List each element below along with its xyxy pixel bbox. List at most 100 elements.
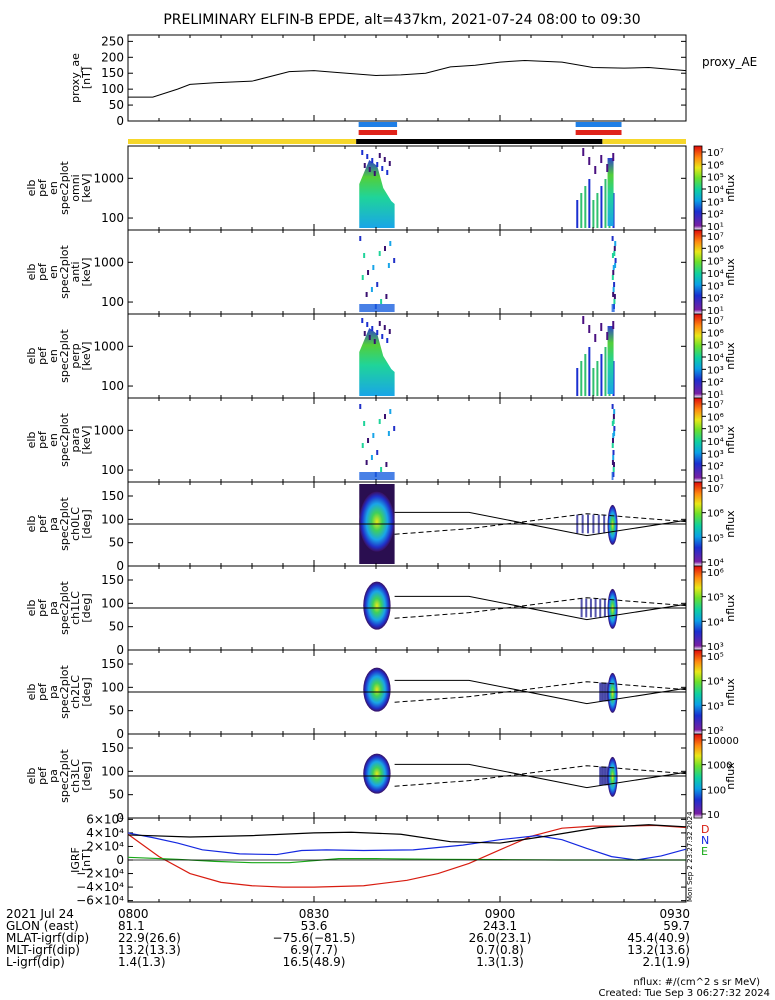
colorbar-label-anti: 10⁴	[707, 269, 724, 280]
spectrogram-pixel	[363, 163, 366, 168]
spectrogram-pixel	[596, 361, 599, 396]
panel-frame-anti	[127, 229, 687, 315]
spectrogram-pixel	[576, 368, 579, 396]
colorbar-label-ch2LC: 10⁴	[707, 677, 724, 688]
loss-cone-line	[394, 595, 687, 621]
anti-loss-cone-line	[394, 681, 687, 703]
spectrogram-pixel	[604, 179, 607, 228]
colorbar-title-perp: nflux	[724, 342, 737, 370]
proxy-ae-line	[128, 59, 687, 98]
spectrogram-burst	[611, 472, 614, 480]
ylabel-ch1LC: [deg]	[80, 593, 93, 622]
spectrogram-pixel	[393, 426, 396, 431]
ytick-label-ch0LC: 0	[116, 559, 124, 573]
axis-tick-value: 13.2(13.3)	[118, 943, 181, 957]
orbit-bar-gold	[128, 139, 357, 144]
spectrogram-pixel	[383, 325, 386, 330]
orbit-bar-black	[356, 139, 603, 144]
spectrogram-pixel	[372, 433, 375, 438]
ytick-label-ch0LC: 150	[101, 489, 124, 503]
spectrogram-pixel	[367, 270, 370, 275]
colorbar-label-omni: 10³	[707, 197, 724, 208]
spectrogram-pixel	[367, 438, 370, 443]
spectrogram-pixel	[368, 167, 371, 172]
spectrogram-pixel	[368, 335, 371, 340]
ylabel-anti: [keV]	[80, 258, 93, 287]
pa-burst	[359, 491, 395, 552]
axis-tick-time: 0800	[118, 907, 149, 921]
ytick-label-ch2LC: 150	[101, 657, 124, 671]
ylabel-proxy_ae: [nT]	[80, 67, 93, 89]
ylabel-proxy_ae: proxy_ae	[69, 53, 82, 103]
axis-tick-value: 243.1	[483, 919, 517, 933]
ytick-label-igrf: 4×10⁴	[86, 826, 124, 840]
colorbar-title-para: nflux	[724, 426, 737, 454]
ylabel-omni: en	[47, 181, 60, 195]
spectrogram-pixel	[363, 331, 366, 336]
colorbar-label-omni: 10⁵	[707, 173, 724, 184]
pa-burst	[363, 753, 391, 794]
ylabel-ch1LC: elb	[25, 600, 38, 617]
spectrogram-pixel	[613, 251, 616, 256]
colorbar-para	[693, 397, 703, 483]
spectrogram-pixel	[370, 287, 373, 292]
ytick-label-ch3LC: 50	[109, 788, 124, 802]
colorbar-label-ch3LC: 10	[707, 810, 720, 821]
spectrogram-pixel	[582, 316, 585, 324]
ylabel-omni: spec2plot	[58, 161, 71, 215]
spectrogram-pixel	[600, 323, 603, 331]
axis-tick-value: 53.6	[301, 919, 328, 933]
ylabel-anti: en	[47, 265, 60, 279]
ylabel-perp: spec2plot	[58, 329, 71, 383]
ytick-label-igrf: 2×10⁴	[86, 839, 124, 853]
colorbar-label-ch0LC: 10⁴	[707, 558, 724, 569]
igrf-legend-d: D	[701, 823, 709, 836]
spectrogram-pixel	[612, 153, 615, 161]
spectrogram-pixel	[385, 294, 388, 299]
ylabel-perp: perp	[69, 343, 82, 368]
pa-burst	[607, 672, 618, 713]
axis-tick-value: 26.0(23.1)	[469, 931, 532, 945]
spectrogram-pixel	[387, 263, 390, 268]
spectrogram-pixel	[611, 275, 614, 280]
ylabel-anti: spec2plot	[58, 245, 71, 299]
ylabel-para: spec2plot	[58, 413, 71, 467]
ylabel-ch2LC: spec2plot	[58, 665, 71, 719]
spectrogram-pixel	[612, 265, 615, 270]
spectrogram-pixel	[611, 253, 614, 258]
footer-units: nflux: #/(cm^2 s sr MeV)	[633, 977, 760, 988]
spectrogram-pixel	[380, 299, 383, 304]
colorbar-ch2LC	[693, 649, 703, 735]
ylabel-ch0LC: spec2plot	[58, 497, 71, 551]
ytick-label-proxy_ae: 250	[101, 34, 124, 48]
ylabel-para: en	[47, 433, 60, 447]
igrf-line-d	[127, 824, 687, 888]
spectrogram-burst	[607, 158, 614, 226]
spectrogram-pixel	[612, 467, 615, 472]
ytick-label-anti: 100	[101, 295, 124, 309]
spectrogram-pixel	[584, 354, 587, 396]
colorbar-label-para: 10³	[707, 449, 724, 460]
colorbar-title-ch2LC: nflux	[724, 678, 737, 706]
colorbar-label-anti: 10⁵	[707, 257, 724, 268]
spectrogram-pixel	[592, 200, 595, 228]
pa-burst	[607, 504, 618, 545]
spectrogram-anti	[359, 236, 617, 312]
spectrogram-pixel	[594, 166, 597, 174]
colorbar-title-omni: nflux	[724, 174, 737, 202]
loss-cone-line	[394, 763, 687, 789]
colorbar-perp	[693, 313, 703, 399]
ytick-label-proxy_ae: 100	[101, 82, 124, 96]
axis-tick-time: 0900	[485, 907, 516, 921]
spectrogram-pixel	[613, 294, 616, 299]
spectrogram-pixel	[372, 265, 375, 270]
ytick-label-perp: 1000	[93, 339, 124, 353]
axis-tick-time: 0830	[299, 907, 330, 921]
colorbar-label-perp: 10⁶	[707, 328, 724, 339]
ytick-label-ch1LC: 50	[109, 620, 124, 634]
ytick-label-anti: 1000	[93, 255, 124, 269]
colorbar-label-anti: 10²	[707, 294, 724, 305]
spectrogram-burst	[359, 160, 395, 228]
spectrogram-pixel	[371, 158, 374, 163]
